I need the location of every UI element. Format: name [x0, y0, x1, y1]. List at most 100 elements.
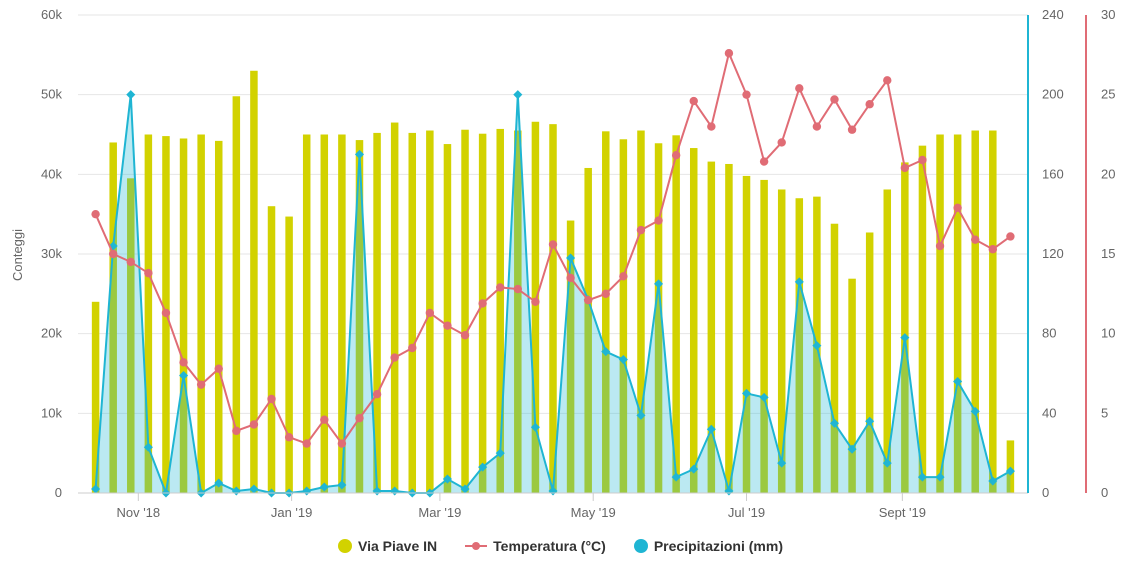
bar	[989, 130, 997, 493]
y-tick-temperature: 25	[1101, 87, 1115, 102]
precipitation-point	[618, 355, 628, 365]
axes	[78, 15, 1087, 494]
temperature-point	[759, 157, 769, 166]
temperature-point	[355, 413, 364, 423]
bar	[566, 220, 575, 494]
bar	[390, 122, 399, 494]
temperature-point	[249, 420, 259, 429]
temperature-point	[1006, 232, 1015, 241]
precipitation-point	[126, 90, 136, 100]
bar	[777, 189, 786, 493]
bar	[549, 124, 557, 493]
legend-item-temperature[interactable]: Temperatura (°C)	[465, 538, 606, 554]
bar	[584, 167, 592, 493]
legend-temperature-swatch-icon	[465, 539, 488, 553]
bar	[478, 133, 487, 493]
temperature-point	[372, 390, 382, 399]
bar	[443, 144, 452, 493]
temperature-point	[601, 289, 610, 299]
bar	[531, 121, 540, 494]
y-tick-counts: 60k	[41, 7, 62, 22]
y-tick-precip: 0	[1042, 485, 1049, 500]
bar	[689, 148, 698, 493]
y-tick-counts: 40k	[41, 166, 62, 181]
bar	[144, 134, 153, 493]
bar	[883, 189, 892, 493]
bar	[250, 70, 258, 494]
bar	[865, 232, 874, 494]
y-tick-precip: 80	[1042, 326, 1056, 341]
temperature-point	[179, 358, 188, 367]
bar	[267, 206, 276, 493]
y-tick-temperature: 30	[1101, 7, 1115, 22]
temperature-point	[320, 415, 329, 424]
legend-precip-swatch-icon	[633, 539, 648, 553]
temperature-point	[91, 209, 100, 219]
bar	[830, 223, 839, 493]
y-tick-temperature: 5	[1101, 405, 1108, 420]
temperature-point	[971, 235, 980, 244]
bar	[302, 134, 311, 493]
temperature-point	[496, 283, 505, 292]
temperature-point	[619, 272, 628, 281]
bar	[971, 130, 979, 493]
temperature-point	[777, 138, 786, 147]
precipitation-point	[829, 418, 840, 428]
temperature-point	[689, 96, 698, 106]
legend-temperature-label: Temperatura (°C)	[493, 538, 606, 554]
precipitation-point	[741, 388, 752, 398]
temperature-point	[425, 308, 435, 318]
bar	[654, 143, 663, 493]
precipitation-point	[777, 458, 787, 468]
bar	[725, 163, 733, 493]
temperature-point	[566, 273, 575, 283]
temperature-point	[742, 90, 751, 99]
temperature-point	[636, 225, 646, 235]
bar	[320, 134, 329, 493]
temperature-point	[478, 299, 487, 308]
x-tick-label: Mar '19	[418, 505, 461, 520]
bar	[672, 135, 680, 493]
precipitation-point	[513, 90, 523, 100]
temperature-point	[126, 257, 135, 267]
temperature-point	[161, 308, 171, 318]
y-tick-counts: 50k	[41, 87, 62, 102]
x-tick-label: Jan '19	[271, 505, 313, 520]
y-tick-precip: 160	[1042, 166, 1064, 181]
legend-bars-swatch-icon	[338, 539, 352, 553]
precipitation-point	[214, 478, 224, 488]
legend-item-precip[interactable]: Precipitazioni (mm)	[633, 538, 783, 554]
temperature-point	[214, 364, 223, 373]
bar	[602, 131, 610, 493]
temperature-point	[865, 100, 874, 109]
temperature-point	[108, 249, 118, 259]
precipitation-point	[91, 484, 101, 494]
temperature-point	[531, 297, 540, 306]
bar	[918, 145, 927, 494]
bar	[197, 134, 205, 493]
precipitation-point	[179, 370, 189, 381]
x-tick-label: Nov '18	[116, 505, 160, 520]
temperature-point	[337, 439, 347, 448]
bar	[707, 161, 716, 493]
x-tick-label: May '19	[571, 505, 616, 520]
legend-item-bars[interactable]: Via Piave IN	[338, 538, 437, 554]
temperature-point	[847, 125, 857, 134]
temperature-point	[408, 343, 417, 353]
temperature-point	[953, 203, 962, 212]
bar	[91, 301, 100, 493]
y-tick-counts: 0	[55, 485, 62, 500]
y-tick-temperature: 10	[1101, 326, 1115, 341]
temperature-point	[302, 439, 311, 448]
temperature-point	[918, 155, 927, 165]
temperature-point	[654, 216, 663, 225]
bar	[109, 142, 117, 493]
bar	[338, 134, 346, 493]
legend: Via Piave IN Temperatura (°C) Precipitaz…	[0, 538, 1121, 554]
temperature-point	[724, 49, 734, 58]
bar	[637, 130, 645, 493]
bar	[461, 129, 469, 493]
x-tick-label: Sept '19	[879, 505, 926, 520]
bar	[355, 140, 364, 493]
bar	[232, 96, 241, 493]
